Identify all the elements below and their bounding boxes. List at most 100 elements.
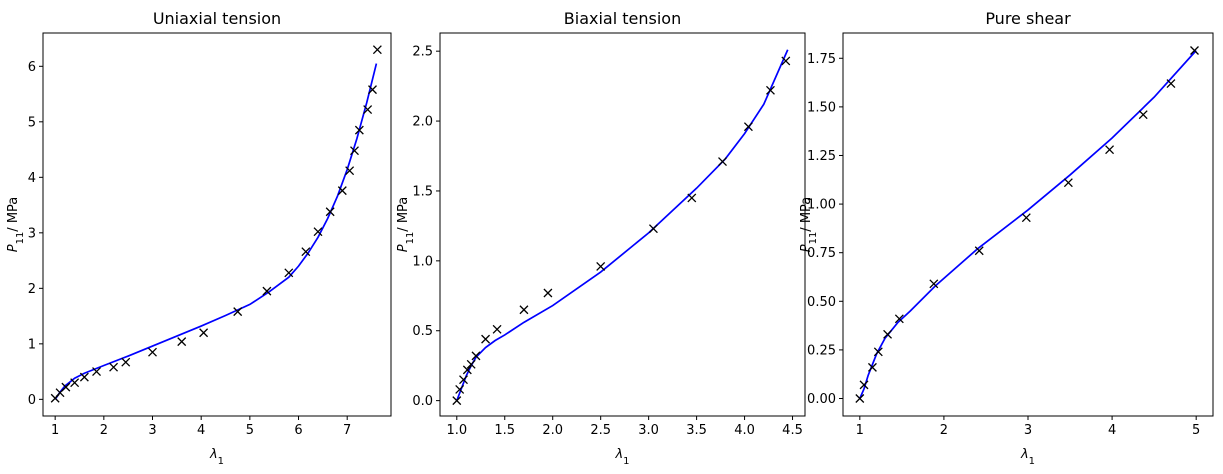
y-tick-label: 0.50 — [807, 295, 836, 310]
x-tick-label: 4 — [197, 423, 205, 438]
y-tick-label: 1.0 — [412, 254, 433, 269]
y-tick-label: 6 — [28, 60, 36, 75]
plot-frame — [439, 32, 806, 417]
data-point-marker — [1105, 145, 1115, 155]
data-point-marker — [199, 328, 209, 338]
data-point-marker — [766, 85, 775, 95]
x-tick-label: 1 — [51, 423, 59, 438]
x-tick-label: 3 — [148, 423, 156, 438]
y-tick-label: 1.50 — [807, 100, 836, 115]
chart-panel-2: Biaxial tension 1.0 1.5 2.0 2.5 3.0 3.5 4.0 4.5 0… — [396, 9, 806, 467]
data-point-marker — [687, 193, 697, 203]
data-point-marker — [372, 45, 382, 55]
data-point-marker — [859, 380, 869, 390]
data-point-marker — [873, 347, 883, 357]
y-tick-label: 1 — [28, 337, 36, 352]
data-point-marker — [345, 166, 355, 176]
x-tick-label: 1.5 — [494, 423, 515, 438]
y-axis-label: P11/ MPa — [396, 197, 416, 253]
x-axis-label: λ1 — [1020, 447, 1035, 467]
data-point-marker — [148, 347, 157, 357]
data-point-marker — [452, 396, 462, 406]
data-point-marker — [455, 384, 465, 394]
data-point-marker — [543, 288, 553, 298]
data-point-marker — [883, 329, 893, 339]
y-tick-label: 4 — [28, 171, 36, 186]
data-point-marker — [855, 394, 865, 403]
data-point-marker — [466, 359, 476, 369]
data-point-marker — [894, 314, 904, 324]
x-tick-label: 7 — [343, 423, 351, 438]
data-point-marker — [92, 367, 101, 377]
data-point-marker — [1021, 213, 1031, 223]
y-tick-label: 2.0 — [412, 115, 433, 130]
y-tick-label: 3 — [28, 226, 36, 241]
x-tick-label: 4.0 — [734, 423, 755, 438]
x-tick-label: 3.0 — [638, 423, 659, 438]
data-point-marker — [79, 372, 89, 382]
x-tick-label: 4 — [1108, 423, 1116, 438]
data-point-marker — [233, 307, 243, 317]
data-point-marker — [70, 378, 80, 388]
chart-panel-3: Pure shear 1 2 3 4 5 0.00 0.25 0.50 0.75 1.00 1.25 1… — [799, 9, 1214, 467]
x-tick-label: 3 — [1024, 423, 1032, 438]
model-curve — [455, 49, 789, 401]
x-tick-label: 2 — [100, 423, 108, 438]
x-tick-label: 2.5 — [590, 423, 611, 438]
data-point-marker — [974, 246, 984, 256]
data-point-marker — [1166, 79, 1176, 89]
x-tick-label: 1.0 — [446, 423, 467, 438]
y-tick-label: 0.5 — [412, 324, 433, 339]
data-point-marker — [354, 125, 364, 135]
data-point-marker — [519, 305, 529, 315]
data-point-marker — [325, 207, 335, 217]
x-tick-label: 1 — [856, 423, 864, 438]
chart-title: Biaxial tension — [564, 9, 681, 28]
data-point-marker — [462, 365, 472, 375]
y-tick-label: 0.00 — [807, 392, 836, 407]
data-point-marker — [1138, 110, 1148, 120]
data-point-marker — [363, 105, 373, 115]
model-curve — [859, 49, 1197, 399]
data-point-marker — [61, 382, 71, 392]
x-axis-label: λ1 — [614, 447, 629, 467]
data-point-marker — [301, 247, 311, 257]
data-point-marker — [648, 224, 658, 234]
x-tick-label: 4.5 — [782, 423, 803, 438]
y-tick-label: 2.5 — [412, 45, 433, 60]
data-point-marker — [718, 157, 727, 167]
y-tick-label: 1.25 — [807, 149, 836, 164]
data-point-marker — [121, 357, 131, 367]
data-point-marker — [284, 268, 294, 278]
data-point-marker — [350, 146, 359, 156]
data-point-marker — [459, 375, 468, 385]
x-tick-label: 5 — [246, 423, 254, 438]
x-axis-label: λ1 — [209, 447, 224, 467]
data-point-marker — [313, 227, 323, 237]
data-point-marker — [471, 351, 481, 361]
plot-frame — [42, 32, 392, 417]
data-point-marker — [262, 286, 272, 296]
chart-title: Uniaxial tension — [153, 9, 281, 28]
y-tick-label: 0 — [28, 393, 36, 408]
data-point-marker — [1063, 178, 1073, 188]
chart-title: Pure shear — [985, 9, 1071, 28]
data-point-marker — [177, 337, 187, 347]
y-tick-label: 1.00 — [807, 198, 836, 213]
y-tick-label: 1.75 — [807, 52, 836, 67]
data-point-marker — [596, 261, 606, 271]
x-tick-label: 2 — [940, 423, 948, 438]
data-point-marker — [481, 334, 491, 344]
y-tick-label: 0.0 — [412, 394, 433, 409]
data-point-marker — [337, 186, 347, 196]
x-tick-label: 6 — [294, 423, 302, 438]
y-axis-label: P11/ MPa — [799, 197, 819, 253]
y-tick-label: 0.75 — [807, 246, 836, 261]
x-tick-label: 5 — [1192, 423, 1200, 438]
plot-frame — [842, 32, 1214, 417]
y-tick-label: 2 — [28, 282, 36, 297]
data-point-marker — [1190, 46, 1199, 55]
y-tick-label: 5 — [28, 115, 36, 130]
